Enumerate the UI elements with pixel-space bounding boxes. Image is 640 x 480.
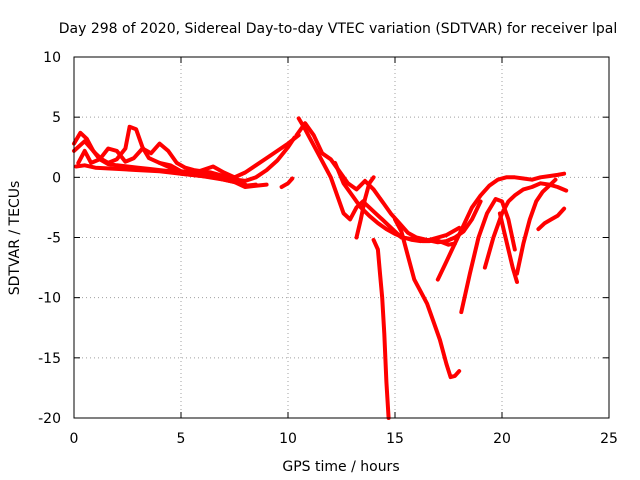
- data-series: [72, 116, 569, 420]
- y-tick-label: 0: [52, 170, 61, 186]
- series-arc-7: [296, 116, 457, 247]
- x-tick-label: 10: [279, 431, 297, 447]
- series-arc-15: [482, 181, 569, 270]
- series-arc-18: [536, 206, 567, 232]
- axis-ticks: 0 5 10 15 20 25 -20 -15 -10 -5 0 5 10: [38, 50, 618, 447]
- y-axis-label: SDTVAR / TECUs: [7, 181, 23, 296]
- series-arc-4: [74, 163, 269, 189]
- y-tick-label: -5: [47, 231, 61, 247]
- grid-lines: [73, 56, 610, 419]
- series-arc-11: [371, 237, 391, 420]
- y-tick-label: -15: [38, 351, 61, 367]
- chart-title: Day 298 of 2020, Sidereal Day-to-day VTE…: [59, 21, 617, 37]
- x-tick-label: 0: [70, 431, 79, 447]
- x-tick-label: 5: [177, 431, 186, 447]
- series-arc-10: [354, 175, 376, 240]
- series-arc-3: [76, 135, 297, 183]
- series-arc-16: [497, 211, 519, 284]
- series-arc-8: [294, 121, 483, 245]
- series-arc-9: [333, 160, 462, 244]
- x-tick-label: 25: [600, 431, 618, 447]
- series-arc-14: [459, 197, 517, 315]
- x-tick-label: 15: [386, 431, 404, 447]
- series-arc-12: [393, 217, 462, 380]
- y-tick-label: -20: [38, 411, 61, 427]
- y-tick-label: 10: [43, 50, 61, 66]
- series-arc-17: [515, 177, 558, 276]
- y-tick-label: 5: [52, 110, 61, 126]
- series-arc-6: [279, 176, 295, 189]
- y-tick-label: -10: [38, 291, 61, 307]
- x-tick-label: 20: [493, 431, 511, 447]
- x-axis-label: GPS time / hours: [282, 459, 399, 475]
- series-arc-5: [157, 133, 301, 180]
- plot-frame: [73, 56, 610, 419]
- series-arc-13: [435, 171, 567, 282]
